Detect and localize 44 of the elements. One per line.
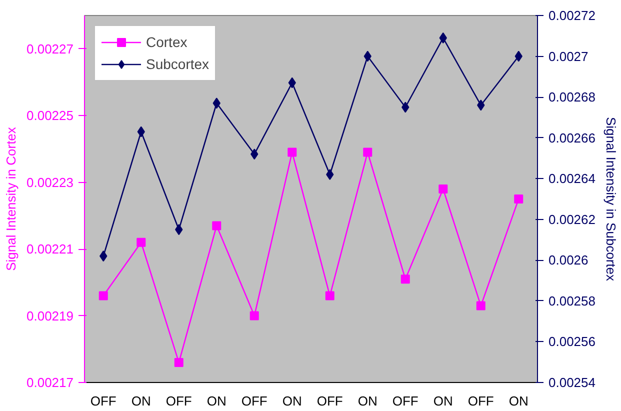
point (476, 301, 486, 310)
y2-tick-label: 0.00254 (548, 375, 596, 390)
x-tick-label: OFF (241, 394, 268, 408)
point (174, 358, 184, 367)
y2-tick-label: 0.0027 (548, 48, 588, 64)
x-tick-label: ON (358, 394, 378, 408)
y-tick-label: 0.00217 (26, 375, 74, 390)
y2-tick-label: 0.00272 (548, 8, 596, 23)
y2-tick-label: 0.00264 (548, 171, 596, 186)
x-tick-label: OFF (316, 394, 343, 408)
point (325, 291, 334, 300)
y-tick-label: 0.00225 (26, 108, 74, 124)
point (212, 221, 222, 230)
y-tick-label: 0.00219 (26, 308, 74, 324)
y-tick-label: 0.00223 (26, 174, 74, 190)
point (363, 148, 372, 157)
x-tick-label: OFF (90, 394, 116, 408)
point (438, 184, 448, 194)
point (98, 291, 108, 300)
y2-tick-label: 0.00262 (548, 212, 596, 227)
x-tick-label: OFF (468, 394, 494, 408)
x-tick-label: ON (282, 394, 302, 408)
point (136, 238, 146, 247)
legend-label: Cortex (146, 34, 188, 50)
x-tick-label: OFF (166, 394, 192, 408)
point (288, 148, 297, 157)
point (514, 194, 524, 204)
x-tick-label: ON (433, 394, 453, 408)
point (250, 311, 259, 320)
x-tick-label: ON (131, 394, 151, 408)
y2-tick-label: 0.00266 (548, 130, 596, 146)
y-tick-label: 0.00221 (26, 242, 74, 257)
x-tick-label: OFF (392, 394, 418, 408)
y2-tick-label: 0.00268 (548, 90, 596, 105)
point (400, 274, 410, 284)
y-axis-title: Signal Intensity in Cortex (4, 126, 19, 271)
y2-tick-label: 0.0026 (548, 252, 588, 268)
y2-tick-label: 0.00258 (548, 293, 596, 308)
x-tick-label: ON (508, 394, 528, 408)
y2-tick-label: 0.00256 (548, 334, 596, 350)
x-tick-label: ON (206, 394, 226, 408)
y2-axis-title: Signal Intensity in Subcortex (603, 116, 618, 282)
legend-label: Subcortex (146, 56, 210, 72)
y-tick-label: 0.00227 (26, 41, 74, 56)
